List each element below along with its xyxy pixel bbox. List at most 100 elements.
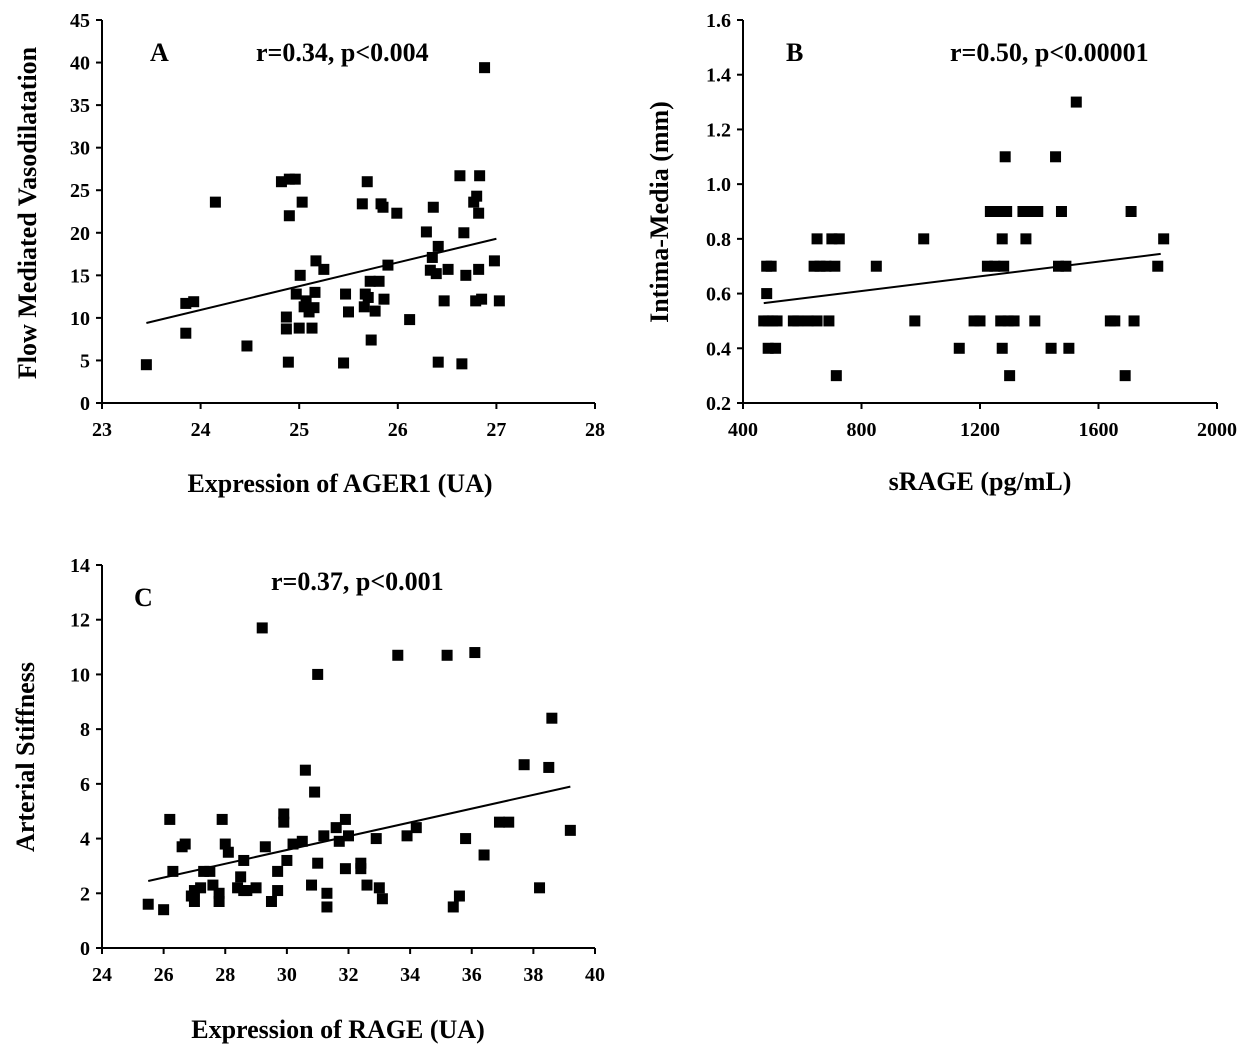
data-point [476,293,488,305]
data-point [543,761,555,773]
data-point [999,151,1011,163]
data-point [771,315,783,327]
data-point [280,311,292,323]
y-axis-label-c: Arterial Stiffness [11,662,40,852]
data-point [294,269,306,281]
data-point [204,865,216,877]
data-point [355,857,367,869]
y-tick-label: 10 [70,308,90,330]
x-tick-label: 28 [585,419,605,441]
y-tick-label: 10 [70,664,90,686]
data-point [278,816,290,828]
data-point [1055,206,1067,217]
data-point [280,323,292,335]
trend-line-c [148,785,571,882]
data-point [460,833,472,845]
data-point [209,196,221,208]
data-point [984,206,996,217]
data-point [378,293,390,305]
data-point [493,816,505,828]
data-point [474,170,486,182]
data-point [438,295,450,307]
data-point [993,206,1005,217]
data-point [996,342,1008,354]
panel-label-c: C [134,583,153,612]
data-point [321,901,333,913]
data-point [989,260,1001,272]
x-tick-label: 1600 [1079,419,1119,441]
data-point [811,315,823,327]
data-point [546,712,558,724]
data-point [142,898,154,910]
data-point [1004,370,1016,382]
data-point [333,835,345,847]
data-point [1125,206,1137,217]
data-point [981,260,993,272]
y-tick-label: 0 [80,938,90,960]
data-point [290,288,302,300]
data-point [420,226,432,238]
data-point [188,895,200,907]
data-point [213,895,225,907]
data-point [167,865,179,877]
y-tick-label: 40 [70,53,90,75]
data-point [1002,315,1014,327]
data-point [1017,206,1029,217]
x-tick-label: 36 [462,964,482,986]
y-tick-label: 25 [70,180,90,202]
y-tick-label: 0.4 [706,338,731,360]
data-point [447,901,459,913]
data-point [356,198,368,210]
data-point [278,808,290,820]
data-point [235,871,247,883]
y-tick-label: 6 [80,774,90,796]
data-point [207,879,219,891]
data-point [265,895,277,907]
data-point [1020,233,1032,245]
axes-a [101,20,595,404]
y-tick-label: 1.0 [706,174,731,196]
x-tick-label: 40 [585,964,605,986]
data-point [339,813,351,825]
data-point [377,201,389,213]
data-point [309,786,321,798]
data-point [493,295,505,307]
data-point [365,334,377,346]
data-point [250,882,262,894]
y-tick-label: 0.2 [706,393,731,415]
y-tick-label: 5 [80,350,90,372]
data-point [458,227,470,239]
data-point [792,315,804,327]
correlation-annotation-b: r=0.50, p<0.00001 [950,38,1149,67]
x-tick-label: 28 [215,964,235,986]
x-tick-label: 800 [847,419,877,441]
y-tick-label: 12 [70,610,90,632]
axes-c [101,565,595,949]
data-point [1050,151,1062,163]
y-tick-label: 35 [70,95,90,117]
x-tick-label: 26 [154,964,174,986]
x-tick-label: 26 [388,419,408,441]
data-point [829,260,841,272]
data-point [802,315,814,327]
data-point [364,275,376,287]
x-axis-label-b: sRAGE (pg/mL) [889,467,1072,496]
data-point [259,841,271,853]
correlation-annotation-a: r=0.34, p<0.004 [256,38,429,67]
data-point [453,890,465,902]
x-tick-label: 30 [277,964,297,986]
data-point [503,816,515,828]
data-point [424,264,436,276]
x-tick-label: 23 [92,419,112,441]
data-point [164,813,176,825]
data-point [361,176,373,188]
data-point [430,268,442,280]
data-point [391,207,403,219]
data-point [300,295,312,307]
data-point [310,255,322,267]
data-point [762,342,774,354]
data-point [1063,342,1075,354]
x-tick-label: 24 [92,964,112,986]
data-point [814,260,826,272]
data-point [293,322,305,334]
